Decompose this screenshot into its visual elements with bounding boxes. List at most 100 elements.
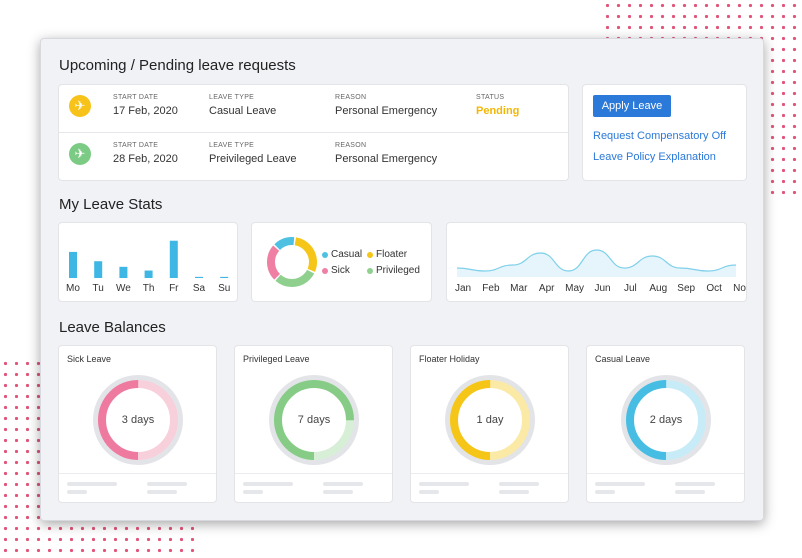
request-compensatory-off-link[interactable]: Request Compensatory Off <box>593 130 727 142</box>
legend-casual: Casual <box>322 249 362 260</box>
placeholder-bar <box>323 482 363 486</box>
leave-dashboard-window: Upcoming / Pending leave requests ✈ STAR… <box>40 38 764 521</box>
bar-th <box>144 270 153 278</box>
donut-slice-privileged <box>267 237 317 287</box>
placeholder-bar <box>67 490 87 494</box>
leave-type-value: Preivileged Leave <box>209 153 297 165</box>
balance-ring-svg <box>269 375 359 465</box>
legend-floater: Floater <box>367 249 407 260</box>
donut-chart-svg <box>267 237 317 287</box>
month-tick-label: Nov <box>733 283 746 294</box>
start-date-label: START DATE <box>113 94 159 101</box>
balance-title: Casual Leave <box>595 354 651 364</box>
placeholder-bar <box>243 490 263 494</box>
bar-tu <box>94 261 103 278</box>
area-chart-svg: Jan Feb Mar Apr May Jun Jul Aug Sep Oct Nov <box>455 249 751 294</box>
reason-label: REASON <box>335 142 367 149</box>
placeholder-bar <box>499 482 539 486</box>
start-date-label: START DATE <box>113 142 159 149</box>
placeholder-bar <box>67 482 117 486</box>
area-fill <box>457 250 736 277</box>
placeholder-bar <box>419 482 469 486</box>
leave-request-row[interactable]: ✈ START DATE 28 Feb, 2020 LEAVE TYPE Pre… <box>59 132 568 180</box>
reason-column: REASON Personal Emergency <box>335 142 437 165</box>
ring-used <box>98 380 178 460</box>
balance-ring: 3 days <box>93 375 183 465</box>
start-date-value: 17 Feb, 2020 <box>113 105 178 117</box>
balance-ring: 1 day <box>445 375 535 465</box>
ring-outer-track <box>445 375 535 465</box>
bar-chart-svg: Mo Tu We Th Fr Sa Su <box>66 240 230 294</box>
balance-title: Floater Holiday <box>419 354 480 364</box>
legend-sick: Sick <box>322 265 350 276</box>
requests-section-title: Upcoming / Pending leave requests <box>59 57 296 74</box>
plane-departure-icon: ✈ <box>69 95 91 117</box>
ring-outer-track <box>269 375 359 465</box>
balance-ring-svg <box>621 375 711 465</box>
month-tick-label: Feb <box>482 283 500 294</box>
leave-balance-card[interactable]: Floater Holiday 1 day <box>410 345 569 503</box>
leave-policy-link[interactable]: Leave Policy Explanation <box>593 151 716 163</box>
balances-section-title: Leave Balances <box>59 319 166 336</box>
balance-ring-svg <box>93 375 183 465</box>
reason-column: REASON Personal Emergency <box>335 94 437 117</box>
month-tick-label: Jun <box>594 283 610 294</box>
bar-mo <box>69 251 77 278</box>
leave-type-column: LEAVE TYPE Casual Leave <box>209 94 276 117</box>
bar-su <box>220 276 229 278</box>
month-tick-label: Jul <box>624 283 637 294</box>
placeholder-bar <box>243 482 293 486</box>
balance-value: 1 day <box>476 414 504 426</box>
plane-departure-icon: ✈ <box>69 143 91 165</box>
month-tick-label: Mar <box>510 283 528 294</box>
placeholder-bar <box>675 490 705 494</box>
start-date-column: START DATE 17 Feb, 2020 <box>113 94 178 117</box>
balance-footer <box>59 473 216 502</box>
bar-tick-label: Th <box>143 283 155 294</box>
balance-value: 3 days <box>121 414 155 426</box>
stats-section-title: My Leave Stats <box>59 196 163 213</box>
reason-value: Personal Emergency <box>335 153 438 165</box>
month-tick-label: Sep <box>677 283 695 294</box>
ring-used <box>626 380 706 460</box>
balance-footer <box>587 473 744 502</box>
balance-title: Privileged Leave <box>243 354 310 364</box>
donut-slice-sick <box>267 237 317 287</box>
leave-type-donut-chart: Casual Floater Sick Privileged <box>251 222 432 302</box>
bar-tick-label: Sa <box>193 283 206 294</box>
leave-type-column: LEAVE TYPE Preivileged Leave <box>209 142 296 165</box>
placeholder-bar <box>323 490 353 494</box>
leave-balance-card[interactable]: Casual Leave 2 days <box>586 345 745 503</box>
legend-dot <box>367 267 373 274</box>
ring-outer-track <box>93 375 183 465</box>
legend-dot <box>367 251 373 258</box>
balance-footer <box>235 473 392 502</box>
status-label: STATUS <box>476 94 505 101</box>
status-badge: Pending <box>476 105 520 117</box>
balance-ring: 7 days <box>269 375 359 465</box>
leave-balance-card[interactable]: Privileged Leave 7 days <box>234 345 393 503</box>
placeholder-bar <box>675 482 715 486</box>
bar-tick-label: Fr <box>169 283 179 294</box>
start-date-value: 28 Feb, 2020 <box>113 153 178 165</box>
bar-tick-label: Mo <box>66 283 80 294</box>
legend-privileged: Privileged <box>367 265 420 276</box>
legend-dot <box>322 251 328 258</box>
placeholder-bar <box>419 490 439 494</box>
balance-value: 7 days <box>297 414 331 426</box>
placeholder-bar <box>595 482 645 486</box>
ring-used <box>450 380 530 460</box>
bar-tick-label: Tu <box>93 283 104 294</box>
leave-type-label: LEAVE TYPE <box>209 142 255 149</box>
bar-tick-label: Su <box>218 283 230 294</box>
monthly-leave-area-chart: Jan Feb Mar Apr May Jun Jul Aug Sep Oct Nov <box>446 222 751 302</box>
start-date-column: START DATE 28 Feb, 2020 <box>113 142 178 165</box>
leave-request-row[interactable]: ✈ START DATE 17 Feb, 2020 LEAVE TYPE Cas… <box>59 85 568 132</box>
apply-leave-button[interactable]: Apply Leave <box>593 95 671 117</box>
leave-balance-card[interactable]: Sick Leave 3 days <box>58 345 217 503</box>
weekly-leave-bar-chart: Mo Tu We Th Fr Sa Su <box>58 222 238 302</box>
bar-tick-label: We <box>116 283 131 294</box>
balance-value: 2 days <box>649 414 683 426</box>
legend-label: Privileged <box>376 265 420 276</box>
bar-we <box>119 266 128 278</box>
